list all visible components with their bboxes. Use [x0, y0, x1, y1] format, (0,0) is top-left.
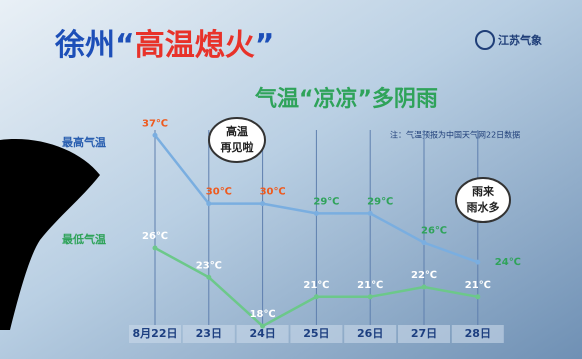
date-box: [344, 325, 397, 343]
chart-title: 徐州“高温熄火”: [54, 28, 274, 63]
data-point: [421, 284, 427, 290]
data-point: [475, 294, 481, 300]
data-point: [367, 294, 373, 300]
data-point: [206, 201, 212, 207]
x-tick-label: 26日: [357, 327, 383, 340]
value-label: 26℃: [142, 231, 168, 242]
x-tick-label: 24日: [249, 327, 275, 340]
bubble-text: 雨水多: [467, 200, 500, 214]
legend-label: 最高气温: [62, 135, 106, 149]
value-label: 21℃: [357, 280, 383, 291]
value-label: 18℃: [250, 309, 276, 320]
bubble-text: 高温: [226, 124, 248, 138]
data-point: [206, 274, 212, 280]
date-box: [129, 325, 181, 343]
date-box: [290, 325, 343, 343]
value-label: 30℃: [206, 187, 232, 198]
title-part: 徐州“: [54, 28, 135, 63]
date-box: [182, 325, 235, 343]
legend-label: 最低气温: [62, 232, 106, 246]
value-label: 24℃: [495, 257, 521, 268]
x-tick-label: 28日: [465, 327, 491, 340]
occluding-shape: [0, 139, 100, 330]
value-label: 29℃: [313, 196, 339, 207]
data-point: [152, 132, 158, 138]
value-label: 30℃: [260, 187, 286, 198]
value-label: 21℃: [465, 280, 491, 291]
speech-bubble: [208, 117, 266, 163]
subtitle: 气温“凉凉”多阴雨: [254, 86, 438, 112]
bubble-text: 雨来: [472, 184, 495, 198]
title-part: 高温熄火: [135, 28, 255, 63]
value-label: 22℃: [411, 270, 437, 281]
date-box: [236, 325, 289, 343]
data-point: [260, 201, 266, 207]
bubble-text: 再见啦: [221, 140, 254, 154]
note: 注：气温预报为中国天气网22日数据: [390, 130, 520, 140]
speech-bubble: [455, 177, 511, 223]
x-tick-label: 8月22日: [133, 327, 178, 340]
value-label: 23℃: [196, 260, 222, 271]
value-label: 37℃: [142, 118, 168, 129]
x-tick-label: 25日: [303, 327, 329, 340]
data-point: [313, 294, 319, 300]
logo-icon: [475, 30, 495, 50]
date-box: [398, 325, 450, 343]
date-box: [451, 325, 504, 343]
x-tick-label: 27日: [411, 327, 437, 340]
data-point: [260, 323, 266, 329]
value-label: 26℃: [421, 226, 447, 237]
value-label: 29℃: [367, 196, 393, 207]
value-label: 21℃: [303, 280, 329, 291]
data-point: [475, 259, 481, 265]
data-point: [421, 240, 427, 246]
x-tick-label: 23日: [196, 327, 222, 340]
data-point: [152, 245, 158, 251]
logo-text: 江苏气象: [498, 33, 542, 47]
data-point: [367, 210, 373, 216]
data-point: [313, 210, 319, 216]
title-part: ”: [255, 28, 275, 63]
